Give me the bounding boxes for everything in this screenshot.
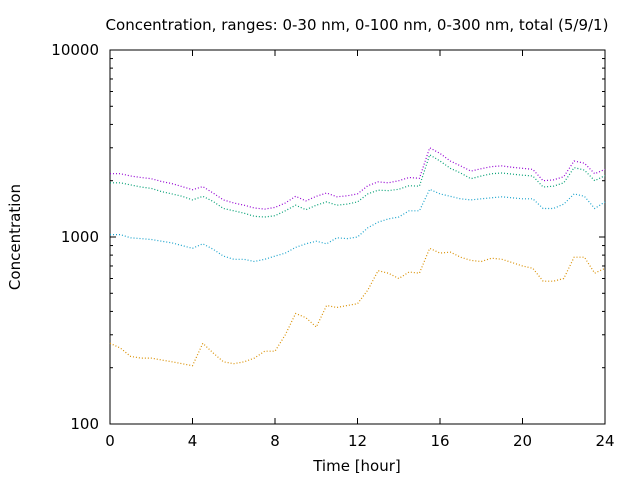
x-tick-label: 8 bbox=[270, 432, 280, 450]
plot-frame bbox=[109, 49, 606, 425]
chart-title: Concentration, ranges: 0-30 nm, 0-100 nm… bbox=[106, 16, 609, 34]
x-tick-label: 20 bbox=[513, 432, 532, 450]
y-tick-label: 100 bbox=[70, 415, 99, 433]
y-tick-label: 1000 bbox=[61, 228, 99, 246]
x-tick-label: 12 bbox=[348, 432, 367, 450]
x-tick-label: 24 bbox=[595, 432, 614, 450]
y-axis: 100 1000 10000 bbox=[51, 41, 605, 433]
x-tick-label: 16 bbox=[430, 432, 449, 450]
x-axis-label: Time [hour] bbox=[312, 457, 401, 475]
x-tick-label: 4 bbox=[188, 432, 198, 450]
series-line-4 bbox=[110, 146, 606, 210]
series-line-2 bbox=[110, 188, 606, 263]
x-tick-label: 0 bbox=[105, 432, 115, 450]
y-axis-label: Concentration bbox=[6, 184, 24, 290]
series-line-1 bbox=[109, 247, 606, 367]
x-axis: 0 4 8 12 16 20 24 bbox=[105, 50, 615, 450]
y-tick-label: 10000 bbox=[51, 41, 99, 59]
series-line-3 bbox=[110, 153, 606, 218]
series-layer bbox=[109, 146, 606, 367]
